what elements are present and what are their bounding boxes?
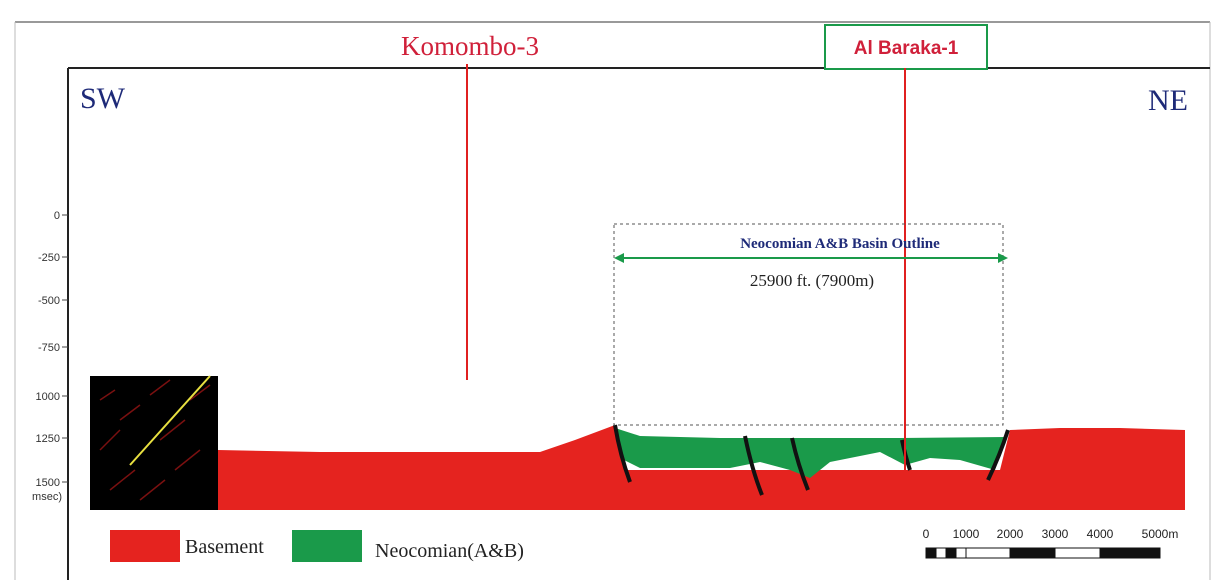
scale-label: 3000: [1042, 527, 1069, 541]
scale-label: 0: [923, 527, 930, 541]
y-tick-label: 0: [54, 210, 60, 222]
direction-label: NE: [1148, 84, 1188, 117]
legend-label: Basement: [185, 536, 264, 558]
y-tick-label: 1250: [36, 433, 60, 445]
annotation-width: 25900 ft. (7900m): [750, 271, 874, 290]
scale-segment: [966, 548, 1010, 558]
scale-label: 5000m: [1142, 527, 1179, 541]
scale-segment: [956, 548, 966, 558]
legend-swatch: [292, 530, 362, 562]
direction-label: SW: [80, 82, 126, 115]
legend-swatch: [110, 530, 180, 562]
inset-map: [90, 376, 218, 510]
well-label: Komombo-3: [401, 31, 539, 61]
y-tick-label: 1000: [36, 391, 60, 403]
y-tick-label: -250: [38, 252, 60, 264]
well-label: Al Baraka-1: [854, 38, 959, 59]
scale-segment: [1010, 548, 1055, 558]
scale-segment: [946, 548, 956, 558]
scale-segment: [1100, 548, 1160, 558]
y-tick-label: -500: [38, 295, 60, 307]
scale-label: 4000: [1087, 527, 1114, 541]
y-tick-label: -750: [38, 342, 60, 354]
scale-segment: [926, 548, 936, 558]
scale-segment: [1055, 548, 1100, 558]
y-tick-label: 1500: [36, 477, 60, 489]
annotation-title: Neocomian A&B Basin Outline: [740, 236, 940, 252]
scale-label: 2000: [997, 527, 1024, 541]
y-unit-label: msec): [32, 491, 62, 503]
scale-label: 1000: [953, 527, 980, 541]
cross-section: Komombo-3 Al Baraka-1 SW NE Neocomian A&…: [0, 0, 1216, 585]
scale-segment: [936, 548, 946, 558]
legend-label: Neocomian(A&B): [375, 540, 524, 562]
